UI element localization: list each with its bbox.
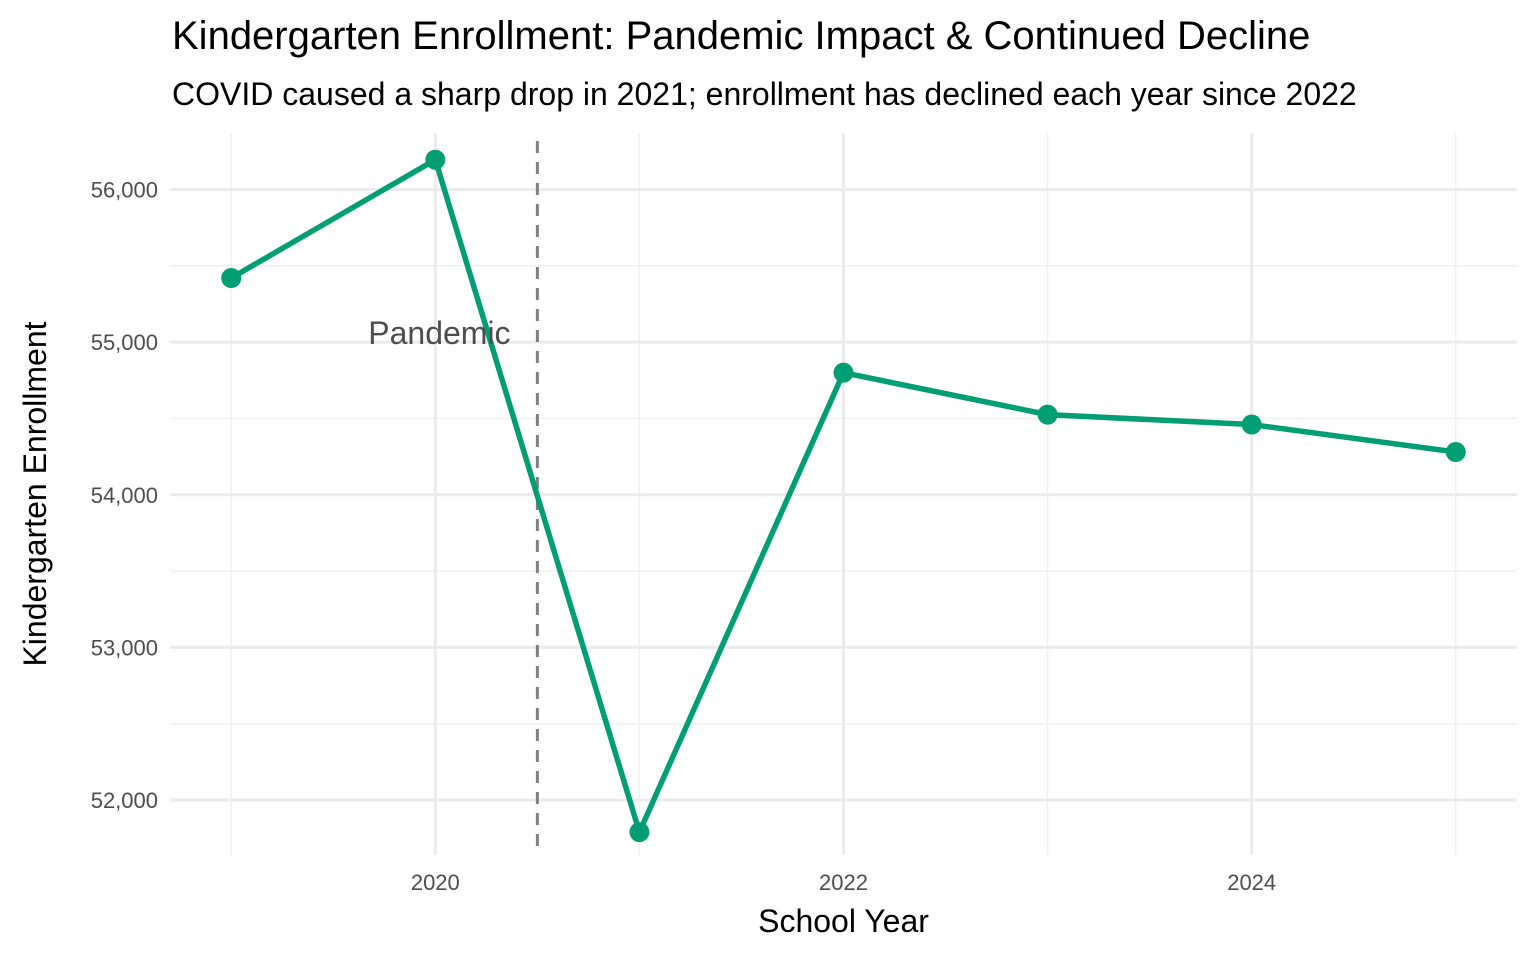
x-tick-label: 2022	[819, 870, 868, 895]
y-tick-label: 52,000	[91, 788, 158, 813]
pandemic-annotation: Pandemic	[368, 315, 510, 351]
chart-subtitle: COVID caused a sharp drop in 2021; enrol…	[172, 76, 1357, 112]
y-tick-label: 54,000	[91, 483, 158, 508]
data-point	[425, 149, 446, 170]
chart-title: Kindergarten Enrollment: Pandemic Impact…	[172, 14, 1311, 58]
y-axis-label: Kindergarten Enrollment	[17, 321, 53, 666]
data-point	[1445, 442, 1466, 463]
data-point	[1241, 414, 1262, 435]
data-point	[833, 362, 854, 383]
y-tick-label: 55,000	[91, 330, 158, 355]
x-tick-label: 2020	[411, 870, 460, 895]
x-tick-label: 2024	[1227, 870, 1276, 895]
data-point	[629, 822, 650, 843]
data-point	[221, 268, 242, 289]
y-tick-label: 53,000	[91, 635, 158, 660]
y-tick-label: 56,000	[91, 177, 158, 202]
data-point	[1037, 404, 1058, 425]
x-axis-label: School Year	[758, 903, 929, 939]
